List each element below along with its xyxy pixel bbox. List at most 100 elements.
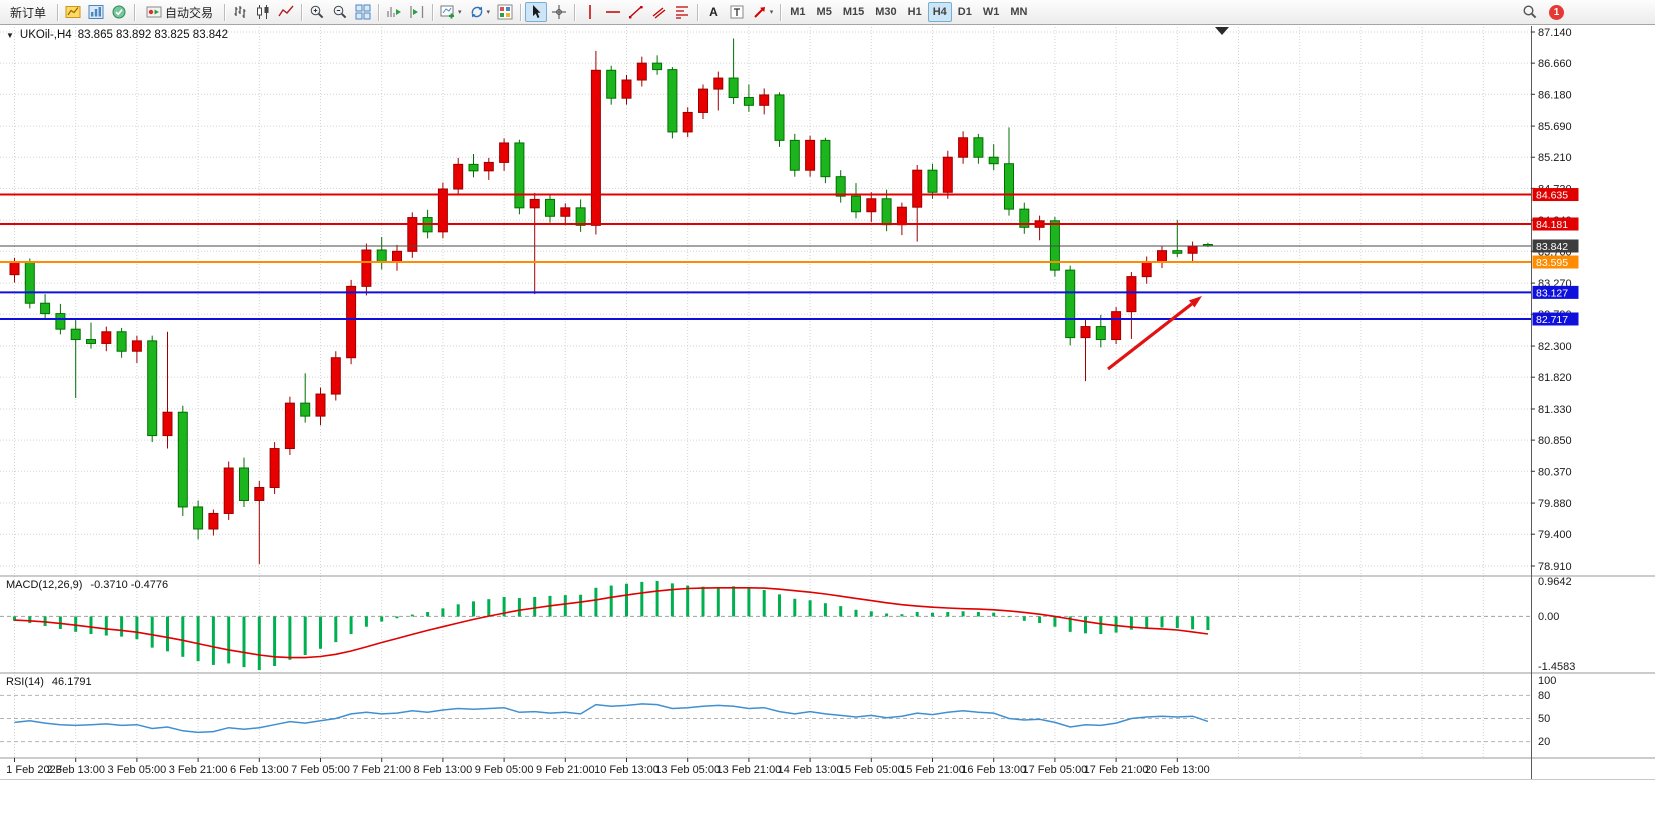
arrow-object-icon	[754, 7, 765, 18]
vertical-line-icon	[589, 5, 591, 19]
svg-text:80: 80	[1538, 690, 1550, 702]
svg-text:85.210: 85.210	[1538, 152, 1572, 164]
svg-text:1 Feb 2023: 1 Feb 2023	[6, 764, 62, 776]
profiles-button[interactable]: ▾	[466, 2, 494, 22]
svg-text:8 Feb 13:00: 8 Feb 13:00	[414, 764, 473, 776]
bar-chart-mode-button[interactable]	[229, 2, 251, 22]
toolbar-separator	[574, 3, 576, 21]
svg-text:2 Feb 13:00: 2 Feb 13:00	[46, 764, 105, 776]
svg-text:81.330: 81.330	[1538, 404, 1572, 416]
fibonacci-tool-button[interactable]	[671, 2, 693, 22]
notification-badge[interactable]: 1	[1549, 4, 1564, 20]
timeframe-m5-button[interactable]: M5	[812, 2, 837, 22]
refresh-icon	[112, 5, 126, 19]
price-badge	[1532, 255, 1579, 269]
chart-properties-button[interactable]	[494, 2, 516, 22]
toolbar-separator	[301, 3, 303, 21]
crosshair-tool-button[interactable]	[548, 2, 570, 22]
bar-chart-icon	[234, 6, 246, 18]
svg-text:80.850: 80.850	[1538, 435, 1572, 447]
cursor-tool-button[interactable]	[525, 2, 548, 22]
svg-text:13 Feb 05:00: 13 Feb 05:00	[655, 764, 720, 776]
search-icon	[1523, 5, 1537, 19]
timeframe-mn-button[interactable]: MN	[1005, 2, 1032, 22]
arrows-tool-button[interactable]: ▾	[749, 2, 777, 22]
chart-shift-button[interactable]	[406, 2, 428, 22]
grid	[0, 27, 1531, 757]
horizontal-line-tool-button[interactable]	[602, 2, 624, 22]
timeframe-m15-button[interactable]: M15	[838, 2, 869, 22]
svg-text:50: 50	[1538, 713, 1550, 725]
toolbar-separator	[520, 3, 522, 21]
chart-title: ▼ UKOil-,H4 83.865 83.892 83.825 83.842	[6, 29, 228, 41]
svg-text:86.660: 86.660	[1538, 58, 1572, 70]
text-tool-button[interactable]: A	[702, 2, 725, 22]
tile-windows-button[interactable]	[352, 2, 374, 22]
channel-tool-button[interactable]	[648, 2, 670, 22]
chart-list-button[interactable]	[62, 2, 84, 22]
svg-text:86.180: 86.180	[1538, 89, 1572, 101]
toolbar-separator	[697, 3, 699, 21]
rsi-panel-title: RSI(14) 46.1791	[6, 676, 92, 688]
search-button[interactable]	[1519, 2, 1541, 22]
zoom-in-icon	[310, 5, 324, 19]
timeframe-d1-button[interactable]: D1	[953, 2, 977, 22]
zoom-out-icon	[333, 5, 347, 19]
line-chart-icon	[278, 5, 294, 17]
timeframe-m1-button[interactable]: M1	[785, 2, 810, 22]
auto-scroll-button[interactable]	[383, 2, 405, 22]
refresh-button[interactable]	[108, 2, 130, 22]
main-toolbar: 新订单	[0, 0, 1655, 25]
new-order-button[interactable]: 新订单	[3, 2, 53, 22]
line-chart-mode-button[interactable]	[275, 2, 297, 22]
svg-text:100: 100	[1538, 675, 1556, 687]
dropdown-caret-icon: ▾	[769, 9, 774, 16]
price-axis[interactable]: 87.14086.66086.18085.69085.21084.73084.2…	[1531, 27, 1579, 573]
svg-text:84.635: 84.635	[1536, 190, 1568, 202]
trendline-tool-button[interactable]	[625, 2, 647, 22]
text-tool-label: A	[709, 5, 718, 19]
chart-shift-marker-icon[interactable]	[1215, 27, 1229, 35]
svg-text:20: 20	[1538, 736, 1550, 748]
timeframe-h1-button[interactable]: H1	[903, 2, 927, 22]
toolbar-separator	[57, 3, 59, 21]
svg-text:9 Feb 21:00: 9 Feb 21:00	[536, 764, 595, 776]
svg-text:80.370: 80.370	[1538, 466, 1572, 478]
svg-text:17 Feb 21:00: 17 Feb 21:00	[1084, 764, 1149, 776]
svg-text:17 Feb 05:00: 17 Feb 05:00	[1022, 764, 1087, 776]
svg-text:-1.4583: -1.4583	[1538, 661, 1575, 673]
auto-trading-button[interactable]: 自动交易	[139, 2, 220, 22]
equidistant-channel-icon	[652, 7, 666, 19]
svg-text:15 Feb 21:00: 15 Feb 21:00	[900, 764, 965, 776]
candlestick-mode-button[interactable]	[252, 2, 274, 22]
timeframe-h4-button[interactable]: H4	[927, 2, 952, 22]
timeframe-w1-button[interactable]: W1	[978, 2, 1005, 22]
text-label-tool-button[interactable]	[726, 2, 748, 22]
crosshair-icon	[552, 5, 567, 19]
market-watch-button[interactable]	[85, 2, 107, 22]
symbol-dropdown-icon[interactable]: ▼	[6, 30, 14, 40]
svg-text:13 Feb 21:00: 13 Feb 21:00	[716, 764, 781, 776]
zoom-in-button[interactable]	[306, 2, 328, 22]
svg-text:87.140: 87.140	[1538, 27, 1572, 39]
trend-arrow-object[interactable]	[1107, 296, 1202, 371]
candlestick-series	[9, 38, 1213, 565]
svg-text:81.820: 81.820	[1538, 372, 1572, 384]
text-label-icon	[730, 5, 744, 19]
timeframe-m30-button[interactable]: M30	[870, 2, 901, 22]
indicator-axis[interactable]: 0.9642 0.00 -1.4583 100 80 50 20	[1538, 576, 1575, 748]
new-chart-button[interactable]: ▾	[437, 2, 465, 22]
toolbar-separator	[780, 3, 782, 21]
zoom-out-button[interactable]	[329, 2, 351, 22]
svg-text:15 Feb 05:00: 15 Feb 05:00	[839, 764, 904, 776]
vertical-line-tool-button[interactable]	[579, 2, 601, 22]
chart-list-icon	[65, 6, 81, 18]
svg-text:83.842: 83.842	[1536, 241, 1568, 253]
panel-separators	[0, 26, 1655, 780]
price-badge	[1532, 217, 1579, 231]
horizontal-line-objects[interactable]	[0, 193, 1531, 320]
svg-text:0.9642: 0.9642	[1538, 576, 1572, 588]
